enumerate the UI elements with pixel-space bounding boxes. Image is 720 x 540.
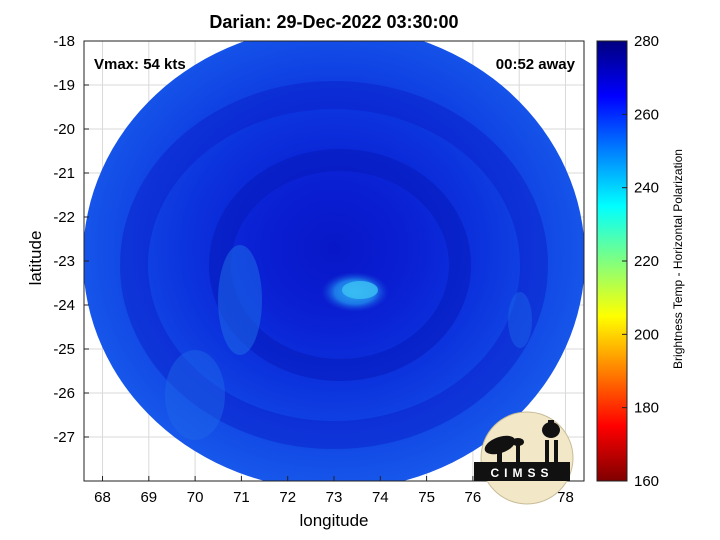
colorbar-tick-label: 160 [634, 473, 659, 490]
spiral-band-inner [209, 149, 471, 381]
x-tick-label: 74 [372, 489, 389, 506]
x-tick-label: 71 [233, 489, 250, 506]
time-away-annotation: 00:52 away [496, 56, 576, 73]
colorbar-tick-label: 200 [634, 326, 659, 343]
y-axis-ticks: -18 -19 -20 -21 -22 -23 -24 -25 -26 -27 [53, 33, 89, 446]
outer-rain-east [508, 292, 532, 348]
rainband-left [218, 245, 262, 355]
y-tick-label: -21 [53, 165, 75, 182]
x-tick-label: 70 [187, 489, 204, 506]
colorbar-tick-label: 180 [634, 400, 659, 417]
colorbar-label: Brightness Temp - Horizontal Polarizatio… [671, 149, 685, 369]
x-axis-label: longitude [299, 511, 369, 530]
cimss-logo-text: CIMSS [490, 466, 553, 480]
y-axis-label: latitude [26, 230, 45, 286]
y-tick-label: -24 [53, 297, 75, 314]
y-tick-label: -27 [53, 429, 75, 446]
colorbar-tick-label: 260 [634, 106, 659, 123]
colorbar-ticks: 160 180 200 220 240 260 280 [622, 33, 659, 490]
y-tick-label: -23 [53, 253, 75, 270]
x-tick-label: 69 [140, 489, 157, 506]
y-tick-label: -22 [53, 209, 75, 226]
y-tick-label: -19 [53, 77, 75, 94]
cimss-logo: CIMSS [474, 411, 574, 505]
y-tick-label: -20 [53, 121, 75, 138]
vmax-annotation: Vmax: 54 kts [94, 56, 186, 73]
y-tick-label: -25 [53, 341, 75, 358]
colorbar-tick-label: 220 [634, 253, 659, 270]
rainband-southwest [165, 350, 225, 440]
x-tick-label: 78 [557, 489, 574, 506]
x-tick-label: 73 [326, 489, 343, 506]
x-tick-label: 72 [279, 489, 296, 506]
x-tick-label: 68 [94, 489, 111, 506]
x-tick-label: 76 [465, 489, 482, 506]
colorbar-tick-label: 280 [634, 33, 659, 50]
eye-core [342, 281, 378, 299]
spiral-band-outer [120, 81, 548, 449]
y-tick-label: -26 [53, 385, 75, 402]
satellite-swath [84, 41, 584, 481]
y-tick-label: -18 [53, 33, 75, 50]
swath-disc [84, 41, 584, 481]
chart-title: Darian: 29-Dec-2022 03:30:00 [209, 12, 459, 32]
colorbar-tick-label: 240 [634, 180, 659, 197]
x-tick-label: 75 [418, 489, 435, 506]
